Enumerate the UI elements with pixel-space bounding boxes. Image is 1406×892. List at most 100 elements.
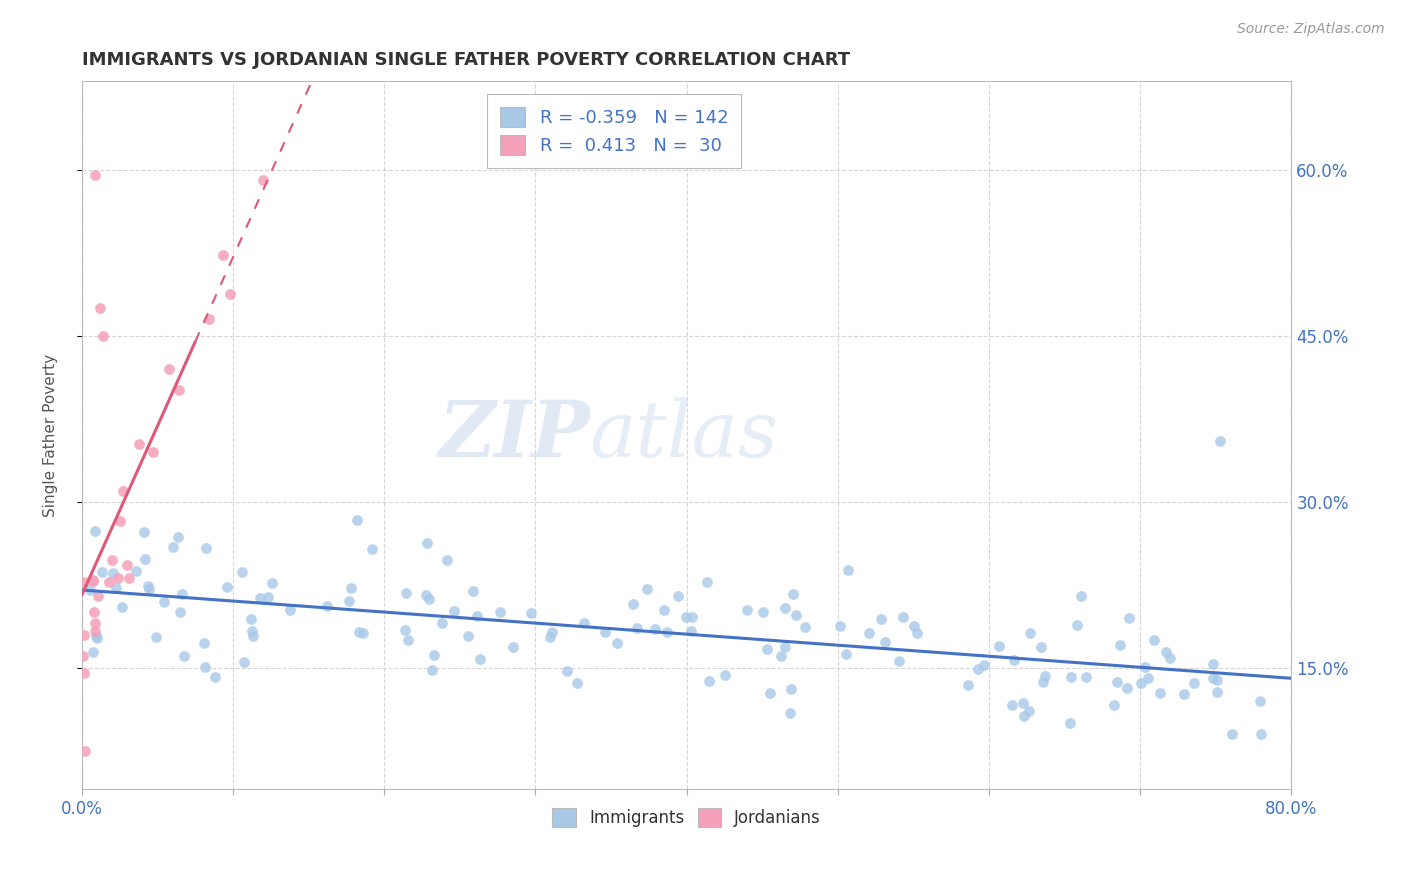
Point xyxy=(240,624,263,638)
Point xyxy=(1070,589,1092,603)
Point xyxy=(489,605,512,619)
Point xyxy=(219,287,242,301)
Point xyxy=(1109,638,1132,652)
Point xyxy=(1149,686,1171,700)
Point xyxy=(242,629,264,643)
Point xyxy=(1205,685,1227,699)
Point xyxy=(72,666,94,681)
Point xyxy=(858,625,880,640)
Point xyxy=(1173,687,1195,701)
Point xyxy=(681,624,703,638)
Point xyxy=(72,574,94,589)
Point xyxy=(644,622,666,636)
Point xyxy=(115,558,138,572)
Point xyxy=(1159,651,1181,665)
Point xyxy=(418,592,440,607)
Point xyxy=(84,624,107,638)
Point xyxy=(681,610,703,624)
Point xyxy=(82,574,104,588)
Point xyxy=(541,624,564,639)
Text: atlas: atlas xyxy=(589,397,779,474)
Point xyxy=(1143,633,1166,648)
Point xyxy=(779,706,801,721)
Point xyxy=(1220,727,1243,741)
Point xyxy=(1202,671,1225,685)
Point xyxy=(110,600,132,615)
Point xyxy=(394,623,416,637)
Point xyxy=(735,603,758,617)
Point xyxy=(626,621,648,635)
Point xyxy=(79,583,101,598)
Point xyxy=(112,483,135,498)
Point xyxy=(169,605,191,619)
Point xyxy=(1154,645,1177,659)
Point xyxy=(875,634,897,648)
Point xyxy=(793,620,815,634)
Point xyxy=(82,574,104,588)
Point xyxy=(1206,673,1229,687)
Point xyxy=(1133,660,1156,674)
Point xyxy=(98,575,121,590)
Point xyxy=(468,652,491,666)
Point xyxy=(90,565,112,579)
Point xyxy=(1249,694,1271,708)
Point xyxy=(145,630,167,644)
Point xyxy=(652,603,675,617)
Point xyxy=(1059,670,1081,684)
Point xyxy=(655,625,678,640)
Point xyxy=(415,536,437,550)
Point xyxy=(415,588,437,602)
Point xyxy=(1104,698,1126,713)
Point xyxy=(396,632,419,647)
Point xyxy=(91,328,114,343)
Point xyxy=(443,604,465,618)
Point xyxy=(316,599,339,614)
Point xyxy=(157,361,180,376)
Point xyxy=(756,642,779,657)
Point xyxy=(172,587,194,601)
Point xyxy=(84,169,107,183)
Point xyxy=(903,619,925,633)
Point xyxy=(204,670,226,684)
Point xyxy=(125,564,148,578)
Point xyxy=(957,678,980,692)
Point xyxy=(194,659,217,673)
Point xyxy=(636,582,658,596)
Point xyxy=(606,635,628,649)
Y-axis label: Single Father Poverty: Single Father Poverty xyxy=(44,354,58,516)
Point xyxy=(72,648,94,663)
Point xyxy=(423,648,446,662)
Point xyxy=(82,645,104,659)
Point xyxy=(212,248,235,262)
Point xyxy=(905,626,928,640)
Point xyxy=(696,575,718,590)
Point xyxy=(555,664,578,678)
Point xyxy=(773,640,796,654)
Point xyxy=(538,630,561,644)
Point xyxy=(173,649,195,664)
Point xyxy=(162,541,184,555)
Point xyxy=(834,647,856,661)
Point xyxy=(1129,675,1152,690)
Point xyxy=(233,655,256,669)
Point xyxy=(86,632,108,646)
Point xyxy=(1032,675,1054,690)
Point xyxy=(1209,434,1232,448)
Point xyxy=(349,624,371,639)
Point xyxy=(785,608,807,623)
Point xyxy=(132,525,155,540)
Point xyxy=(83,524,105,538)
Point xyxy=(1182,676,1205,690)
Point xyxy=(973,658,995,673)
Point xyxy=(361,541,384,556)
Point xyxy=(260,575,283,590)
Point xyxy=(430,615,453,630)
Point xyxy=(1250,727,1272,741)
Point xyxy=(231,565,253,579)
Point xyxy=(666,590,689,604)
Point xyxy=(1105,674,1128,689)
Point xyxy=(108,514,131,528)
Point xyxy=(1202,657,1225,671)
Point xyxy=(1074,670,1097,684)
Point xyxy=(337,594,360,608)
